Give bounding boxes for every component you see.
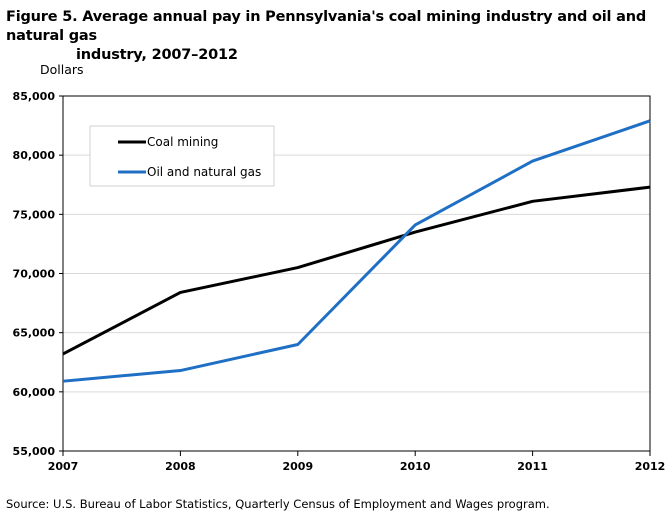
y-tick-label: 65,000 [13, 327, 56, 340]
y-tick-label: 55,000 [13, 445, 56, 458]
y-tick-label: 85,000 [13, 90, 56, 103]
x-axis-ticks: 2007 2008 2009 2010 2011 2012 [48, 451, 666, 473]
legend-label: Oil and natural gas [147, 165, 261, 179]
y-axis-label: Dollars [40, 62, 84, 77]
y-tick-label: 70,000 [13, 268, 56, 281]
legend-box [89, 125, 275, 187]
x-tick-label: 2011 [517, 460, 548, 473]
x-tick-label: 2009 [282, 460, 313, 473]
x-tick-label: 2008 [165, 460, 196, 473]
chart-title-line-1: Figure 5. Average annual pay in Pennsylv… [6, 9, 647, 44]
legend: Coal mining Oil and natural gas [89, 125, 275, 187]
gridlines [63, 154, 650, 393]
y-tick-label: 75,000 [13, 208, 56, 221]
legend-label: Coal mining [147, 135, 218, 149]
series-lines [62, 119, 651, 383]
y-axis-ticks: 55,000 60,000 65,000 70,000 75,000 80,000 85,0… [13, 90, 63, 458]
x-tick-label: 2007 [48, 460, 79, 473]
series-line-coal-mining [62, 185, 651, 356]
series-line-oil-and-natural-gas [62, 119, 651, 383]
y-tick-label: 60,000 [13, 386, 56, 399]
source-note: Source: U.S. Bureau of Labor Statistics,… [6, 497, 550, 511]
chart-title-line-2: industry, 2007–2012 [76, 47, 238, 63]
x-tick-label: 2012 [635, 460, 666, 473]
chart-title: Figure 5. Average annual pay in Pennsylv… [6, 8, 666, 65]
y-tick-label: 80,000 [13, 149, 56, 162]
x-tick-label: 2010 [400, 460, 431, 473]
